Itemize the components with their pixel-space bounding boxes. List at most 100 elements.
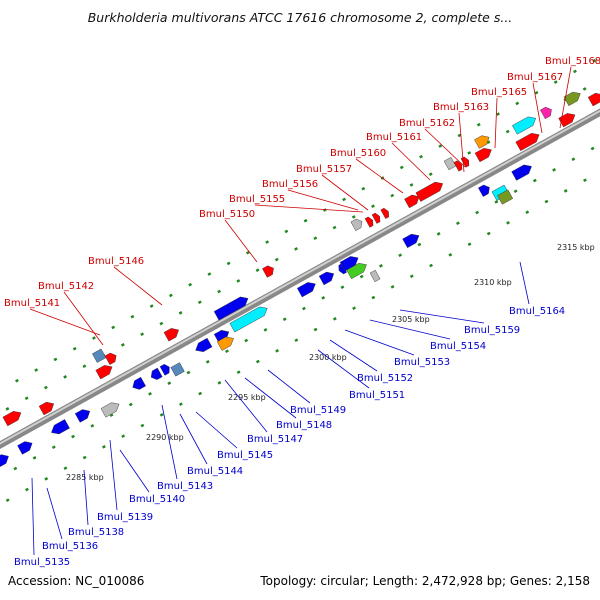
gene-feature[interactable]: [558, 110, 578, 128]
gene-feature[interactable]: [159, 363, 172, 376]
ruler-tick: [428, 172, 433, 177]
gene-feature[interactable]: [474, 145, 494, 163]
gene-feature[interactable]: [49, 419, 70, 436]
gene-label-bottom[interactable]: Bmul_5153: [394, 357, 450, 368]
gene-label-bottom[interactable]: Bmul_5164: [509, 306, 565, 317]
gene-feature[interactable]: [100, 400, 122, 418]
gene-feature[interactable]: [415, 179, 445, 202]
ruler-tick: [121, 434, 126, 439]
gene-feature[interactable]: [443, 156, 457, 171]
gene-feature[interactable]: [104, 351, 119, 365]
gene-label-top[interactable]: Bmul_5156: [262, 179, 318, 190]
gene-feature[interactable]: [262, 264, 276, 278]
gene-feature[interactable]: [339, 254, 361, 272]
gene-label-top[interactable]: Bmul_5163: [433, 102, 489, 113]
gene-feature[interactable]: [213, 294, 250, 321]
gene-feature[interactable]: [2, 408, 24, 427]
gene-label-bottom[interactable]: Bmul_5148: [276, 420, 332, 431]
gene-feature[interactable]: [193, 337, 213, 355]
gene-feature[interactable]: [38, 399, 56, 416]
gene-feature[interactable]: [149, 367, 163, 382]
ruler-tick: [130, 314, 135, 319]
gene-feature[interactable]: [474, 133, 491, 149]
gene-label-bottom[interactable]: Bmul_5138: [68, 527, 124, 538]
gene-label-top[interactable]: Bmul_5142: [38, 281, 94, 292]
gene-feature[interactable]: [296, 279, 318, 298]
gene-feature[interactable]: [515, 130, 542, 151]
gene-label-bottom[interactable]: Bmul_5147: [247, 434, 303, 445]
ruler-tick: [378, 264, 383, 268]
gene-feature[interactable]: [92, 348, 107, 363]
gene-feature[interactable]: [540, 105, 554, 120]
gene-label-bottom[interactable]: Bmul_5154: [430, 341, 486, 352]
gene-feature[interactable]: [0, 452, 11, 468]
gene-label-bottom[interactable]: Bmul_5140: [129, 494, 185, 505]
ruler-tick: [51, 445, 56, 450]
scale-label: 2305 kbp: [392, 315, 430, 324]
scale-label: 2310 kbp: [474, 278, 512, 287]
gene-feature[interactable]: [587, 90, 600, 107]
gene-label-top[interactable]: Bmul_5162: [399, 118, 455, 129]
ruler-tick: [128, 402, 133, 407]
gene-feature[interactable]: [346, 260, 369, 280]
ruler-tick: [71, 434, 75, 439]
gene-label-top[interactable]: Bmul_5167: [507, 72, 563, 83]
gene-label-bottom[interactable]: Bmul_5145: [217, 450, 273, 461]
gene-feature[interactable]: [404, 192, 421, 209]
gene-feature[interactable]: [95, 362, 115, 380]
gene-label-bottom[interactable]: Bmul_5159: [464, 325, 520, 336]
gene-label-bottom[interactable]: Bmul_5143: [157, 481, 213, 492]
gene-feature[interactable]: [497, 189, 514, 205]
ruler-tick: [467, 151, 472, 155]
gene-label-bottom[interactable]: Bmul_5144: [187, 466, 243, 477]
label-leader: [267, 369, 311, 404]
gene-feature[interactable]: [337, 263, 347, 276]
gene-feature[interactable]: [216, 334, 236, 351]
gene-feature[interactable]: [512, 114, 538, 135]
ruler-tick: [92, 336, 96, 340]
gene-feature[interactable]: [402, 231, 422, 249]
gene-feature[interactable]: [453, 160, 464, 172]
label-leader: [494, 97, 498, 149]
accession-text: Accession: NC_010086: [8, 574, 145, 588]
gene-label-top[interactable]: Bmul_5141: [4, 298, 60, 309]
backbone-line: [0, 108, 600, 450]
gene-feature[interactable]: [563, 89, 583, 106]
gene-label-bottom[interactable]: Bmul_5151: [349, 390, 405, 401]
gene-label-top[interactable]: Bmul_5146: [88, 256, 144, 267]
gene-feature[interactable]: [74, 407, 92, 423]
ruler-tick: [44, 477, 49, 481]
gene-feature[interactable]: [511, 162, 534, 181]
ruler-tick: [120, 343, 125, 347]
gene-feature[interactable]: [318, 269, 336, 286]
gene-label-top[interactable]: Bmul_5155: [229, 194, 285, 205]
gene-feature[interactable]: [350, 217, 365, 231]
gene-feature[interactable]: [163, 326, 181, 342]
ruler-tick: [332, 225, 337, 230]
gene-feature[interactable]: [229, 304, 270, 333]
gene-label-top[interactable]: Bmul_5160: [330, 148, 386, 159]
gene-label-top[interactable]: Bmul_5165: [471, 87, 527, 98]
scale-label: 2290 kbp: [146, 433, 184, 442]
gene-label-bottom[interactable]: Bmul_5152: [357, 373, 413, 384]
gene-label-bottom[interactable]: Bmul_5149: [290, 405, 346, 416]
gene-label-top[interactable]: Bmul_5150: [199, 209, 255, 220]
gene-label-top[interactable]: Bmul_5168: [545, 56, 600, 67]
gene-label-bottom[interactable]: Bmul_5139: [97, 512, 153, 523]
gene-feature[interactable]: [380, 207, 391, 219]
gene-label-bottom[interactable]: Bmul_5135: [14, 557, 70, 568]
gene-label-bottom[interactable]: Bmul_5136: [42, 541, 98, 552]
label-leader: [519, 261, 530, 305]
gene-feature[interactable]: [17, 439, 34, 455]
gene-feature[interactable]: [130, 376, 146, 392]
gene-label-top[interactable]: Bmul_5161: [366, 132, 422, 143]
gene-feature[interactable]: [170, 362, 185, 377]
label-leader: [532, 82, 543, 134]
gene-feature[interactable]: [478, 183, 492, 197]
gene-feature[interactable]: [369, 269, 381, 283]
gene-feature[interactable]: [364, 216, 375, 228]
gene-feature[interactable]: [371, 212, 382, 224]
ruler-tick: [429, 263, 433, 268]
gene-label-top[interactable]: Bmul_5157: [296, 164, 352, 175]
